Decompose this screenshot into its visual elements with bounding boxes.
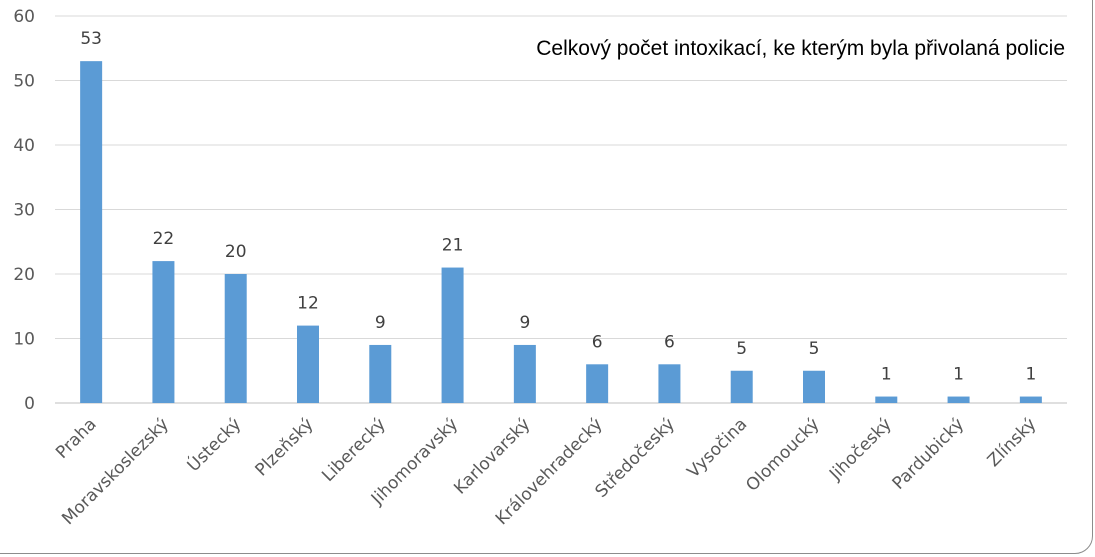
bar [513, 344, 536, 403]
data-label: 12 [297, 294, 319, 314]
data-label: 20 [225, 242, 247, 262]
data-label: 6 [592, 332, 603, 352]
data-label: 1 [953, 365, 964, 385]
category-label: Plzeňský [252, 414, 318, 480]
bar [152, 261, 175, 403]
bar [658, 364, 681, 403]
chart-title: Celkový počet intoxikací, ke kterým byla… [536, 37, 1065, 60]
y-tick-label: 40 [13, 136, 35, 156]
data-label: 21 [442, 236, 464, 256]
data-label: 9 [519, 313, 530, 333]
data-labels: 53 22 20 12 9 21 9 6 6 5 5 1 1 1 [80, 29, 1036, 384]
bar [947, 396, 970, 403]
data-label: 53 [80, 29, 102, 49]
y-tick-label: 30 [13, 201, 35, 221]
bar [224, 274, 247, 403]
category-label: Liberecký [318, 414, 390, 486]
category-label: Vysočina [684, 414, 752, 482]
bar [875, 396, 898, 403]
y-tick-label: 20 [13, 265, 35, 285]
y-tick-label: 50 [13, 72, 35, 92]
y-tick-label: 10 [13, 330, 35, 350]
y-tick-label: 60 [13, 7, 35, 27]
data-label: 5 [809, 339, 820, 359]
bar [441, 267, 464, 403]
bar [730, 370, 753, 403]
bar [586, 364, 609, 403]
bar [369, 344, 392, 403]
bar [1019, 396, 1042, 403]
bars [80, 61, 1042, 404]
data-label: 6 [664, 332, 675, 352]
y-tick-label: 0 [24, 394, 35, 414]
category-label: Praha [52, 414, 100, 462]
category-label: Olomoucký [742, 414, 823, 495]
data-label: 1 [881, 365, 892, 385]
category-label: Zlínský [984, 414, 1041, 471]
y-axis-ticks: 0 10 20 30 40 50 60 [13, 7, 35, 414]
data-label: 9 [375, 313, 386, 333]
data-label: 5 [736, 339, 747, 359]
category-label: Jihočeský [825, 414, 896, 485]
category-label: Pardubický [889, 414, 968, 493]
data-label: 22 [153, 229, 175, 249]
bar [803, 370, 825, 403]
bar [80, 61, 103, 404]
data-label: 1 [1025, 365, 1036, 385]
category-label: Ústecký [182, 413, 245, 476]
bar [297, 325, 319, 403]
gridlines [55, 15, 1067, 404]
